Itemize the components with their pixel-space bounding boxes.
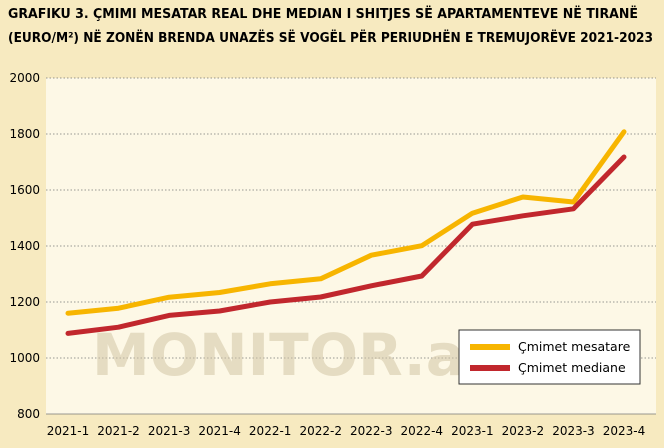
legend-label-mesatare: Çmimet mesatare (518, 339, 631, 354)
series-line-mesatare (65, 129, 627, 316)
x-tick-label: 2023-4 (603, 424, 646, 438)
x-tick-label: 2023-2 (502, 424, 545, 438)
x-tick-label: 2021-2 (97, 424, 140, 438)
legend: Çmimet mesatare Çmimet mediane (458, 329, 641, 385)
y-axis-ticks: 800 1000 1200 1400 1600 1800 2000 (9, 71, 40, 421)
x-tick-label: 2021-3 (148, 424, 191, 438)
series-lines (65, 129, 627, 336)
series-line-mediane (65, 154, 627, 336)
y-tick-label: 1400 (9, 239, 40, 253)
x-tick-label: 2022-4 (401, 424, 444, 438)
legend-label-mediane: Çmimet mediane (518, 360, 626, 375)
y-tick-label: 1800 (9, 127, 40, 141)
x-tick-label: 2023-1 (451, 424, 494, 438)
legend-box (458, 329, 641, 385)
y-tick-label: 1200 (9, 295, 40, 309)
x-tick-label: 2021-4 (198, 424, 241, 438)
y-tick-label: 800 (17, 407, 40, 421)
y-tick-label: 1600 (9, 183, 40, 197)
y-tick-label: 2000 (9, 71, 40, 85)
x-tick-label: 2023-3 (552, 424, 595, 438)
grid-lines (46, 77, 656, 415)
x-axis-ticks: 2021-1 2021-2 2021-3 2021-4 2022-1 2022-2 2022… (47, 424, 646, 438)
x-tick-label: 2022-2 (299, 424, 342, 438)
x-tick-label: 2022-1 (249, 424, 292, 438)
x-tick-label: 2022-3 (350, 424, 393, 438)
chart-title-line-1: GRAFIKU 3. ÇMIMI MESATAR REAL DHE MEDIAN… (8, 5, 638, 22)
watermark-logo: MONITOR.al (92, 321, 485, 389)
chart-title-line-2: (EURO/M²) NË ZONËN BRENDA UNAZËS SË VOGË… (8, 29, 653, 46)
y-tick-label: 1000 (9, 351, 40, 365)
x-tick-label: 2021-1 (47, 424, 90, 438)
